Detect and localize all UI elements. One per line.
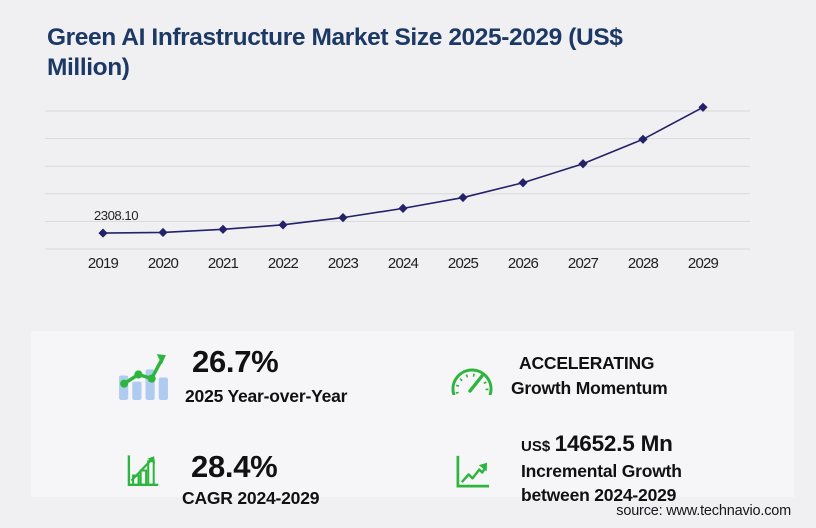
chart-point [698, 102, 708, 112]
chart-x-label: 2025 [448, 255, 479, 272]
stat-cagr-caption: CAGR 2024-2029 [182, 488, 320, 508]
chart-x-label: 2027 [568, 255, 599, 272]
stat-incremental: US$ 14652.5 Mn Incremental Growth betwee… [521, 431, 682, 507]
chart-point [98, 228, 108, 238]
stat-incremental-value-line: US$ 14652.5 Mn [521, 431, 682, 460]
axes-trend-arrow-icon [456, 455, 490, 488]
chart-x-label: 2024 [388, 255, 419, 272]
chart-point [398, 203, 408, 213]
chart-point [338, 213, 348, 223]
stat-incremental-caption-line2: between 2024-2029 [521, 484, 677, 505]
growth-bar-chart-icon [127, 455, 159, 486]
chart-x-label: 2020 [148, 255, 179, 272]
chart-point [158, 227, 168, 238]
page-title-line2: Million) [47, 54, 130, 81]
stat-incremental-value: 14652.5 Mn [554, 431, 673, 456]
chart-point [638, 134, 648, 144]
stat-yoy-value: 26.7% [192, 344, 279, 379]
stat-incremental-caption-line1: Incremental Growth [521, 461, 682, 481]
source-attribution: source: www.technavio.com [616, 503, 791, 519]
page-title: Green AI Infrastructure Market Size 2025… [47, 23, 747, 83]
stat-momentum-line2: Growth Momentum [511, 378, 668, 398]
stat-incremental-currency: US$ [521, 438, 551, 455]
chart-point-label: 2308.10 [94, 208, 138, 223]
stat-cagr: 28.4% CAGR 2024-2029 [182, 449, 320, 509]
chart-x-label: 2029 [688, 255, 719, 272]
chart-x-label: 2023 [328, 255, 359, 272]
bar-chart-trend-icon [119, 354, 168, 400]
stats-panel [31, 331, 794, 497]
chart-x-label: 2022 [268, 255, 299, 272]
stat-cagr-value: 28.4% [191, 449, 278, 484]
page-title-line1: Green AI Infrastructure Market Size 2025… [47, 24, 623, 51]
chart-point [518, 178, 528, 188]
chart-point [218, 224, 228, 234]
stat-momentum: ACCELERATING Growth Momentum [511, 351, 668, 401]
chart-x-label: 2028 [628, 255, 659, 272]
chart-x-label: 2026 [508, 255, 539, 272]
market-size-line-chart: 2308.10 2019 2020 2021 2022 2023 2024 2025 2026 2… [45, 102, 750, 272]
chart-point [458, 192, 468, 203]
stat-yoy-caption: 2025 Year-over-Year [185, 386, 348, 406]
stat-momentum-line1: ACCELERATING [519, 353, 655, 373]
chart-x-label: 2019 [88, 255, 119, 272]
speedometer-icon [451, 368, 493, 395]
chart-point [278, 220, 288, 230]
chart-point [578, 159, 588, 169]
chart-x-label: 2021 [208, 255, 239, 272]
stat-yoy: 26.7% 2025 Year-over-Year [185, 344, 348, 407]
chart-line [102, 106, 704, 234]
